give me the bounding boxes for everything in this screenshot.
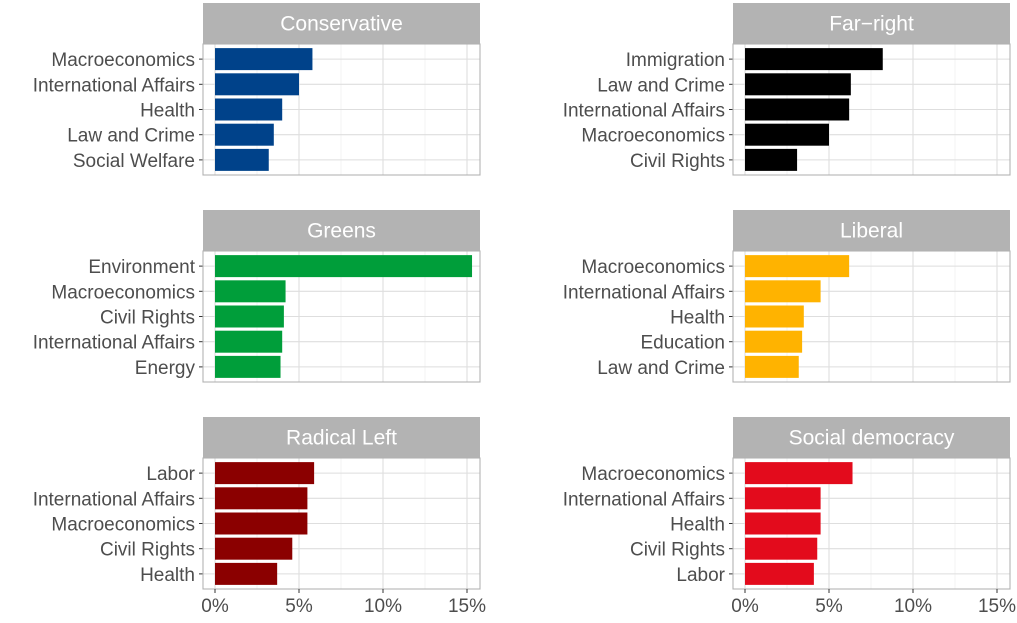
facet-title: Conservative bbox=[280, 13, 403, 36]
category-label: Law and Crime bbox=[597, 75, 725, 96]
category-label: Macroeconomics bbox=[51, 282, 195, 303]
bar bbox=[745, 537, 818, 560]
bar bbox=[745, 255, 850, 278]
facet-title: Liberal bbox=[840, 220, 903, 243]
x-tick-label: 15% bbox=[978, 596, 1016, 617]
x-tick-label: 0% bbox=[201, 596, 229, 617]
x-tick-label: 15% bbox=[448, 596, 486, 617]
bar bbox=[745, 462, 853, 485]
category-label: Macroeconomics bbox=[581, 257, 725, 278]
panel-border bbox=[732, 250, 1011, 383]
category-label: Health bbox=[140, 101, 195, 122]
facet-strip bbox=[203, 417, 480, 458]
facet-title: Greens bbox=[307, 220, 376, 243]
panel-border bbox=[732, 43, 1011, 176]
facet-strip bbox=[733, 3, 1010, 44]
bar bbox=[745, 512, 821, 535]
bar bbox=[215, 280, 286, 303]
facet-strip bbox=[203, 210, 480, 251]
category-label: Civil Rights bbox=[100, 308, 195, 329]
bar bbox=[215, 73, 299, 96]
facet-strip bbox=[733, 210, 1010, 251]
category-label: Social Welfare bbox=[73, 151, 195, 172]
category-label: Macroeconomics bbox=[581, 126, 725, 147]
category-label: Law and Crime bbox=[67, 126, 195, 147]
category-label: Energy bbox=[135, 358, 196, 379]
facet-panel: Radical Left Labor International Affairs Ma… bbox=[33, 417, 486, 617]
bar bbox=[745, 305, 804, 328]
category-label: Labor bbox=[676, 565, 725, 586]
x-tick-label: 5% bbox=[815, 596, 843, 617]
category-label: International Affairs bbox=[563, 101, 725, 122]
bar bbox=[215, 123, 274, 146]
category-label: Immigration bbox=[626, 50, 725, 71]
bar bbox=[215, 255, 473, 278]
bar bbox=[215, 355, 281, 378]
panel-border bbox=[732, 457, 1011, 590]
category-label: Civil Rights bbox=[630, 151, 725, 172]
bar bbox=[215, 48, 313, 71]
facet-title: Radical Left bbox=[286, 427, 397, 450]
bar bbox=[215, 98, 283, 121]
x-tick-label: 0% bbox=[731, 596, 759, 617]
category-label: Health bbox=[670, 308, 725, 329]
category-label: International Affairs bbox=[563, 489, 725, 510]
category-label: Health bbox=[140, 565, 195, 586]
bar bbox=[215, 305, 284, 328]
x-tick-label: 10% bbox=[894, 596, 932, 617]
facet-panel: Greens Environment Macroeconomics Civil Rig… bbox=[33, 210, 481, 383]
bar bbox=[745, 98, 850, 121]
category-label: Civil Rights bbox=[630, 540, 725, 561]
category-label: Macroeconomics bbox=[581, 464, 725, 485]
category-label: Macroeconomics bbox=[51, 515, 195, 536]
facet-title: Far−right bbox=[829, 13, 914, 36]
category-label: International Affairs bbox=[33, 489, 195, 510]
category-label: Civil Rights bbox=[100, 540, 195, 561]
panel-border bbox=[202, 457, 481, 590]
category-label: Labor bbox=[146, 464, 195, 485]
panel-border bbox=[202, 43, 481, 176]
category-label: Environment bbox=[88, 257, 195, 278]
bar bbox=[215, 537, 293, 560]
bar bbox=[215, 462, 315, 485]
facet-strip bbox=[203, 3, 480, 44]
facet-panel: Conservative Macroeconomics International … bbox=[33, 3, 481, 176]
bar bbox=[745, 123, 829, 146]
bar bbox=[745, 330, 803, 353]
category-label: Health bbox=[670, 515, 725, 536]
facet-panel: Social democracy Macroeconomics Internatio… bbox=[563, 417, 1016, 617]
bar bbox=[745, 148, 798, 171]
facet-strip bbox=[733, 417, 1010, 458]
bar bbox=[215, 512, 308, 535]
x-tick-label: 10% bbox=[364, 596, 402, 617]
category-label: Education bbox=[640, 333, 725, 354]
facet-panel: Far−right Immigration Law and Crime Interna… bbox=[563, 3, 1011, 176]
bar bbox=[745, 73, 851, 96]
facet-title: Social democracy bbox=[789, 427, 955, 450]
category-label: International Affairs bbox=[33, 75, 195, 96]
bar bbox=[215, 148, 269, 171]
bar bbox=[215, 487, 308, 510]
category-label: International Affairs bbox=[563, 282, 725, 303]
facet-panel: Liberal Macroeconomics International Affai… bbox=[563, 210, 1011, 383]
category-label: International Affairs bbox=[33, 333, 195, 354]
bar bbox=[215, 562, 278, 585]
bar bbox=[745, 487, 821, 510]
category-label: Macroeconomics bbox=[51, 50, 195, 71]
bar bbox=[215, 330, 283, 353]
category-label: Law and Crime bbox=[597, 358, 725, 379]
panel-border bbox=[202, 250, 481, 383]
x-tick-label: 5% bbox=[285, 596, 313, 617]
bar bbox=[745, 280, 821, 303]
bar bbox=[745, 562, 814, 585]
bar bbox=[745, 355, 799, 378]
bar bbox=[745, 48, 883, 71]
